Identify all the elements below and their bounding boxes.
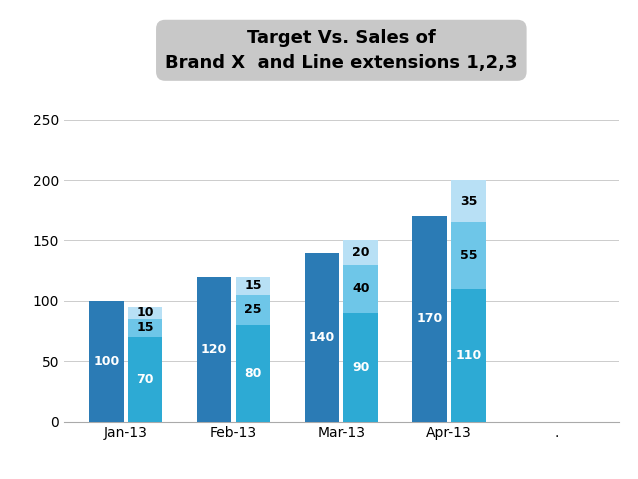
Text: 15: 15 xyxy=(137,321,154,334)
Bar xyxy=(235,325,270,422)
Text: 20: 20 xyxy=(352,246,369,259)
Text: 80: 80 xyxy=(244,367,262,380)
Bar xyxy=(128,307,162,319)
Bar xyxy=(89,301,124,422)
Text: 40: 40 xyxy=(352,282,369,295)
Text: 90: 90 xyxy=(352,361,369,374)
Bar xyxy=(128,337,162,422)
Text: 140: 140 xyxy=(309,331,335,343)
Text: 70: 70 xyxy=(137,373,154,386)
Bar xyxy=(451,222,486,289)
Text: 25: 25 xyxy=(244,303,262,316)
Bar xyxy=(451,289,486,422)
Bar xyxy=(451,180,486,222)
Bar xyxy=(343,240,378,264)
Bar xyxy=(128,319,162,337)
Bar xyxy=(413,217,447,422)
Bar xyxy=(235,277,270,295)
Text: 15: 15 xyxy=(244,279,262,292)
Bar xyxy=(197,277,232,422)
Text: 120: 120 xyxy=(201,342,227,355)
Bar xyxy=(343,313,378,422)
Text: 170: 170 xyxy=(417,312,443,325)
Bar xyxy=(235,295,270,325)
Text: Target Vs. Sales of
Brand X  and Line extensions 1,2,3: Target Vs. Sales of Brand X and Line ext… xyxy=(165,29,517,72)
Text: 10: 10 xyxy=(137,307,154,319)
Bar xyxy=(343,264,378,313)
Text: 35: 35 xyxy=(460,195,477,208)
Bar xyxy=(305,252,339,422)
Text: 100: 100 xyxy=(93,354,119,368)
Text: 110: 110 xyxy=(456,349,482,362)
Text: 55: 55 xyxy=(460,249,477,262)
